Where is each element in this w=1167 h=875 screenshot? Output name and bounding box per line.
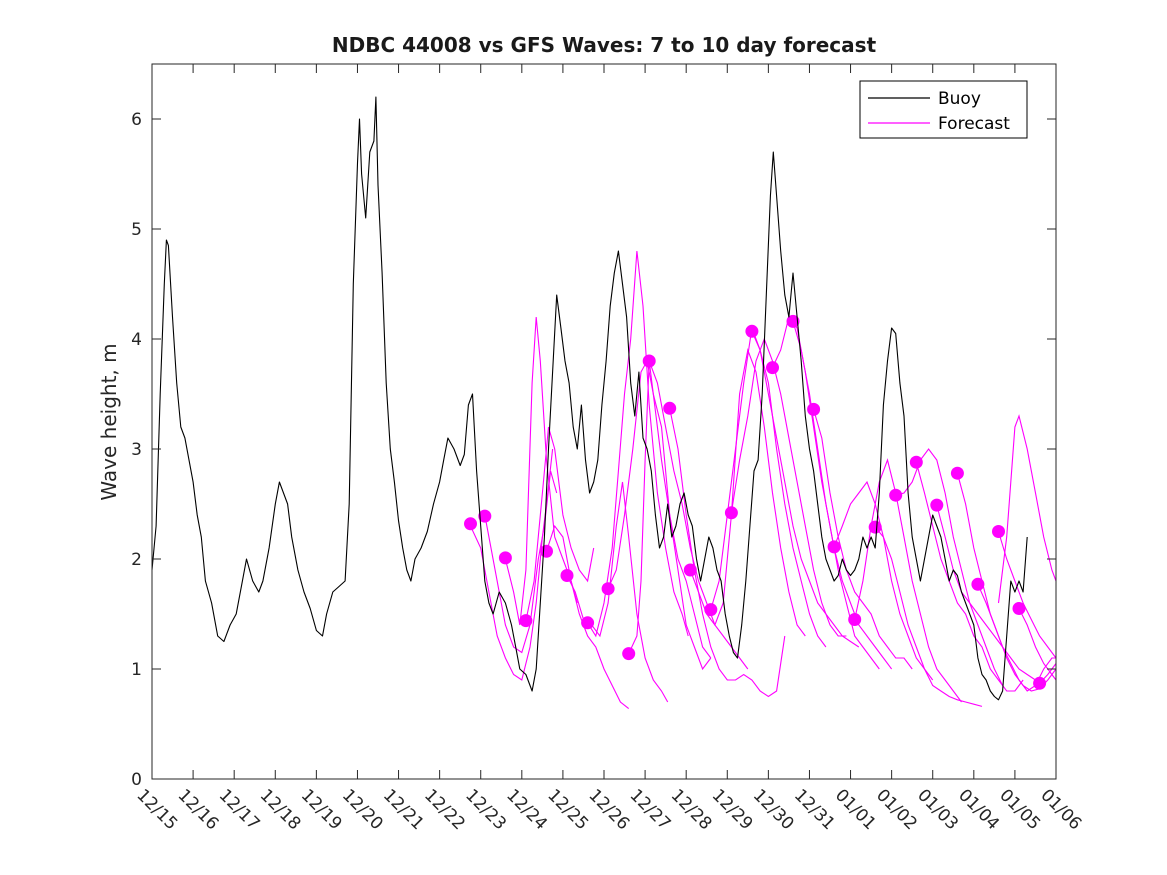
forecast-start-marker-26 [992, 525, 1005, 538]
forecast-run-line-28 [1018, 608, 1057, 681]
forecast-start-marker-17 [807, 402, 821, 416]
y-tick-label-1: 1 [131, 660, 142, 680]
forecast-run-line-22 [915, 462, 1024, 692]
x-tick-label-20: 01/04 [954, 785, 1003, 834]
forecast-start-marker-7 [601, 582, 615, 596]
forecast-run-line-14 [751, 331, 860, 648]
forecast-run-line-23 [936, 504, 1036, 681]
y-tick-label-0: 0 [131, 770, 142, 790]
forecast-series [464, 250, 1057, 710]
forecast-run-line-21 [895, 448, 1004, 686]
forecast-run-line-13 [730, 337, 847, 637]
forecast-start-marker-6 [581, 616, 595, 630]
y-tick-label-3: 3 [131, 440, 142, 460]
forecast-run-line-6 [587, 250, 689, 638]
buoy-series [151, 96, 1028, 701]
y-tick-label-5: 5 [131, 220, 142, 240]
forecast-start-marker-25 [971, 577, 985, 591]
x-tick-label-21: 01/05 [995, 785, 1044, 834]
forecast-start-marker-1 [478, 509, 492, 523]
x-tick-label-11: 12/26 [584, 785, 633, 834]
legend: Buoy Forecast [859, 80, 1028, 139]
forecast-run-line-17 [813, 409, 913, 670]
forecast-start-marker-8 [622, 647, 636, 661]
x-tick-label-7: 12/22 [420, 785, 469, 834]
forecast-run-line-12 [710, 327, 827, 648]
forecast-start-marker-2 [498, 551, 512, 565]
forecast-start-marker-4 [540, 544, 553, 558]
x-tick-label-14: 12/29 [708, 785, 757, 834]
x-tick-label-16: 12/31 [790, 785, 839, 834]
forecast-run-line-3 [525, 426, 595, 621]
legend-buoy-label: Buoy [938, 89, 981, 109]
x-tick-label-1: 12/16 [174, 785, 223, 834]
y-tick-label-4: 4 [131, 330, 142, 350]
forecast-start-marker-22 [909, 455, 923, 469]
chart-title: NDBC 44008 vs GFS Waves: 7 to 10 day for… [332, 33, 877, 57]
forecast-run-line-8 [628, 360, 712, 671]
forecast-start-marker-19 [848, 613, 862, 626]
forecast-start-marker-24 [950, 466, 964, 480]
legend-forecast-label: Forecast [938, 114, 1010, 134]
plot-frame [151, 63, 1057, 780]
legend-box [859, 80, 1028, 139]
x-tick-label-19: 01/03 [913, 785, 962, 834]
x-tick-label-4: 12/19 [297, 785, 346, 834]
forecast-run-line-9 [648, 360, 749, 670]
x-tick-label-10: 12/25 [543, 785, 592, 834]
x-tick-label-0: 12/15 [132, 785, 181, 834]
x-tick-label-6: 12/21 [379, 785, 428, 834]
forecast-start-marker-18 [827, 540, 841, 554]
forecast-start-marker-14 [745, 324, 759, 338]
x-tick-label-9: 12/24 [502, 785, 551, 834]
forecast-start-marker-5 [560, 569, 574, 582]
forecast-run-line-5 [566, 481, 669, 703]
forecast-run-line-27 [997, 414, 1057, 604]
forecast-start-marker-20 [868, 520, 882, 534]
forecast-run-line-7 [607, 359, 712, 659]
forecast-run-line-4 [545, 524, 630, 710]
forecast-start-marker-10 [663, 401, 677, 415]
forecast-start-marker-23 [930, 498, 944, 512]
forecast-run-line-1 [484, 470, 558, 654]
x-tick-label-15: 12/30 [749, 785, 798, 834]
forecast-start-marker-11 [683, 563, 697, 577]
x-tick-label-5: 12/20 [338, 785, 387, 834]
forecast-start-marker-12 [704, 603, 718, 617]
forecast-run-line-20 [874, 526, 983, 707]
y-tick-label-2: 2 [131, 550, 142, 570]
forecast-start-marker-9 [642, 354, 656, 368]
forecast-run-line-0 [470, 448, 554, 681]
forecast-run-line-10 [669, 408, 786, 698]
x-tick-label-8: 12/23 [461, 785, 510, 834]
forecast-run-line-2 [504, 316, 578, 626]
forecast-run-line-25 [977, 584, 1056, 692]
forecast-start-marker-0 [464, 517, 477, 531]
forecast-start-marker-3 [519, 614, 533, 628]
y-axis-label: Wave height, m [97, 343, 121, 500]
x-tick-label-17: 01/01 [831, 785, 880, 834]
forecast-run-line-19 [854, 458, 962, 703]
buoy-line [151, 96, 1028, 701]
x-tick-label-13: 12/28 [667, 785, 716, 834]
x-tick-label-18: 01/02 [872, 785, 921, 834]
forecast-run-line-16 [792, 321, 893, 670]
forecast-start-marker-15 [766, 361, 779, 375]
forecast-start-marker-13 [724, 506, 738, 520]
forecast-start-marker-27 [1012, 602, 1026, 615]
forecast-start-marker-28 [1033, 676, 1047, 690]
x-tick-label-12: 12/27 [626, 785, 675, 834]
forecast-run-line-11 [689, 347, 806, 637]
forecast-start-marker-16 [786, 314, 800, 328]
x-tick-label-2: 12/17 [215, 785, 264, 834]
forecast-run-line-26 [997, 531, 1057, 659]
forecast-start-marker-21 [889, 488, 903, 502]
forecast-run-line-15 [772, 315, 880, 670]
x-tick-label-22: 01/06 [1036, 785, 1085, 834]
y-tick-label-6: 6 [131, 110, 142, 130]
axes: 012345612/1512/1612/1712/1812/1912/2012/… [131, 63, 1085, 834]
x-tick-label-3: 12/18 [256, 785, 305, 834]
